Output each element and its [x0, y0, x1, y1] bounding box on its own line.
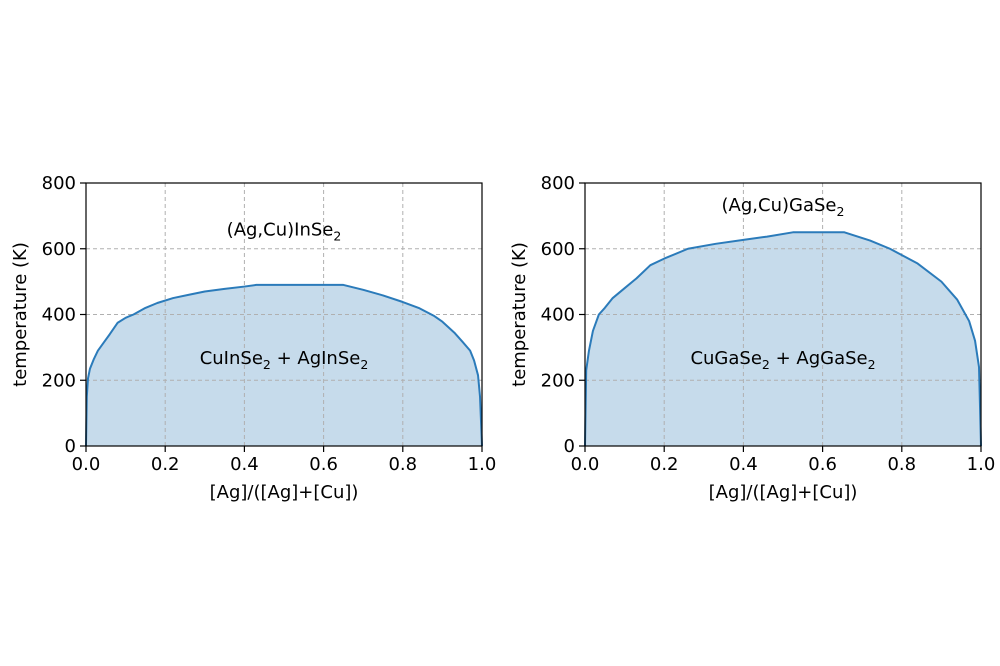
- x-tick-label: 0.2: [151, 454, 180, 475]
- miscibility-gap-curve: [85, 283, 483, 447]
- y-tick-label: 800: [541, 173, 575, 194]
- annotation-subscript: 2: [360, 357, 368, 372]
- x-tick-label: 0.0: [72, 454, 101, 475]
- annotation-subscript: 2: [762, 357, 770, 372]
- annotation-subscript: 2: [868, 357, 876, 372]
- annotation-text: + AgInSe: [271, 348, 360, 369]
- x-tick-label: 0.4: [729, 454, 758, 475]
- x-tick-label: 0.4: [230, 454, 259, 475]
- phase-annotation: CuGaSe2 + AgGaSe2: [690, 348, 875, 372]
- y-tick-label: 600: [42, 239, 76, 260]
- x-tick-label: 0.8: [887, 454, 916, 475]
- y-tick-label: 600: [541, 239, 575, 260]
- miscibility-gap-curve: [584, 231, 982, 447]
- x-tick-label: 0.8: [388, 454, 417, 475]
- y-tick-label: 0: [564, 436, 575, 457]
- annotation-text: (Ag,Cu)GaSe: [722, 195, 837, 216]
- annotation-text: + AgGaSe: [770, 348, 868, 369]
- y-tick-label: 200: [541, 370, 575, 391]
- y-tick-label: 400: [42, 305, 76, 326]
- chart-panel-cuinse2: 0.0 0.2 0.4 0.6 0.8 1.0 0 200 400 600 800 [Ag]/([Ag…: [10, 173, 496, 503]
- x-axis-label: [Ag]/([Ag]+[Cu]): [709, 482, 858, 503]
- y-axis-label: temperature (K): [10, 242, 31, 387]
- x-tick-label: 0.2: [650, 454, 679, 475]
- x-tick-label: 0.6: [309, 454, 338, 475]
- phase-annotation: CuInSe2 + AgInSe2: [200, 348, 369, 372]
- y-tick-label: 800: [42, 173, 76, 194]
- x-axis-label: [Ag]/([Ag]+[Cu]): [210, 482, 359, 503]
- y-tick-label: 0: [65, 436, 76, 457]
- x-tick-label: 1.0: [967, 454, 996, 475]
- y-tick-label: 400: [541, 305, 575, 326]
- x-tick-label: 1.0: [468, 454, 497, 475]
- x-tick-label: 0.6: [808, 454, 837, 475]
- annotation-subscript: 2: [333, 229, 341, 244]
- annotation-text: CuInSe: [200, 348, 263, 369]
- y-tick-label: 200: [42, 370, 76, 391]
- phase-annotation: (Ag,Cu)InSe2: [227, 220, 342, 244]
- x-tick-label: 0.0: [571, 454, 600, 475]
- annotation-subscript: 2: [263, 357, 271, 372]
- y-axis-label: temperature (K): [509, 242, 530, 387]
- chart-panel-cugase2: 0.0 0.2 0.4 0.6 0.8 1.0 0 200 400 600 800 [Ag]/([Ag…: [509, 173, 995, 503]
- annotation-subscript: 2: [837, 204, 845, 219]
- annotation-text: (Ag,Cu)InSe: [227, 220, 334, 241]
- annotation-text: CuGaSe: [690, 348, 761, 369]
- two-phase-region-fill: [585, 232, 981, 446]
- phase-annotation: (Ag,Cu)GaSe2: [722, 195, 845, 219]
- two-phase-region-fill: [86, 284, 482, 446]
